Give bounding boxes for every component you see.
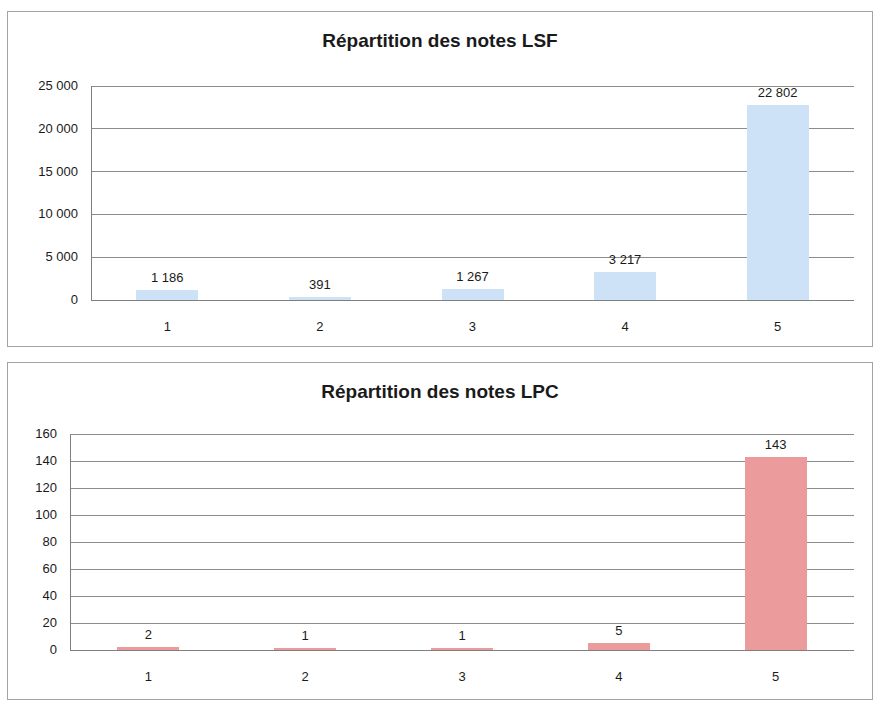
gridline <box>91 171 854 172</box>
y-axis-line <box>70 434 71 651</box>
chart-plot-lsf: 0 5 000 10 000 15 000 20 000 25 000 1 186 1 391 2… <box>8 12 872 346</box>
bar <box>442 289 504 300</box>
x-tick-label: 3 <box>396 319 549 334</box>
y-tick-label: 60 <box>43 561 57 577</box>
bar-value-label: 1 <box>384 628 541 643</box>
x-tick-label: 5 <box>701 319 854 334</box>
bar <box>594 272 656 300</box>
bar <box>289 297 351 300</box>
chart-panel-lpc: Répartition des notes LPC 02040608010012… <box>7 362 873 700</box>
y-tick-label: 80 <box>43 534 57 550</box>
bar <box>588 643 650 650</box>
bar <box>136 290 198 300</box>
y-tick-label: 25 000 <box>38 78 78 94</box>
gridline <box>70 515 854 516</box>
x-tick-label: 2 <box>227 669 384 684</box>
bar-value-label: 1 186 <box>91 270 244 285</box>
y-tick-label: 20 000 <box>38 121 78 137</box>
chart-plot-lpc: 020406080100120140160211213541435 <box>8 363 872 699</box>
x-axis-line <box>91 300 854 301</box>
gridline <box>70 542 854 543</box>
gridline <box>70 488 854 489</box>
bar-value-label: 391 <box>244 277 397 292</box>
y-tick-label: 0 <box>50 642 57 658</box>
chart-panel-lsf: Répartition des notes LSF 05 00010 00015… <box>7 11 873 347</box>
gridline <box>91 214 854 215</box>
x-tick-label: 1 <box>70 669 227 684</box>
bar-value-label: 22 802 <box>701 85 854 100</box>
bar <box>274 648 336 650</box>
x-axis-line <box>70 650 854 651</box>
gridline <box>70 569 854 570</box>
y-tick-label: 10 000 <box>38 206 78 222</box>
y-axis-line <box>91 86 92 301</box>
bar <box>747 105 809 300</box>
bar <box>431 648 493 650</box>
x-tick-label: 5 <box>697 669 854 684</box>
y-tick-label: 0 <box>71 292 78 308</box>
y-tick-label: 5 000 <box>45 249 78 265</box>
x-tick-label: 1 <box>91 319 244 334</box>
y-tick-label: 140 <box>35 453 57 469</box>
x-tick-label: 2 <box>244 319 397 334</box>
gridline <box>70 434 854 435</box>
page: Répartition des notes LSF 05 00010 00015… <box>0 0 885 707</box>
gridline <box>91 128 854 129</box>
bar-value-label: 143 <box>697 437 854 452</box>
x-tick-label: 3 <box>384 669 541 684</box>
x-tick-label: 4 <box>540 669 697 684</box>
gridline <box>70 596 854 597</box>
bar <box>745 457 807 650</box>
gridline <box>91 257 854 258</box>
y-tick-label: 20 <box>43 615 57 631</box>
y-tick-label: 15 000 <box>38 164 78 180</box>
bar-value-label: 2 <box>70 627 227 642</box>
gridline <box>70 623 854 624</box>
gridline <box>70 461 854 462</box>
y-tick-label: 40 <box>43 588 57 604</box>
y-tick-label: 120 <box>35 480 57 496</box>
bar-value-label: 1 <box>227 628 384 643</box>
y-tick-label: 160 <box>35 426 57 442</box>
y-tick-label: 100 <box>35 507 57 523</box>
bar <box>117 647 179 650</box>
x-tick-label: 4 <box>549 319 702 334</box>
bar-value-label: 1 267 <box>396 269 549 284</box>
bar-value-label: 3 217 <box>549 252 702 267</box>
bar-value-label: 5 <box>540 623 697 638</box>
